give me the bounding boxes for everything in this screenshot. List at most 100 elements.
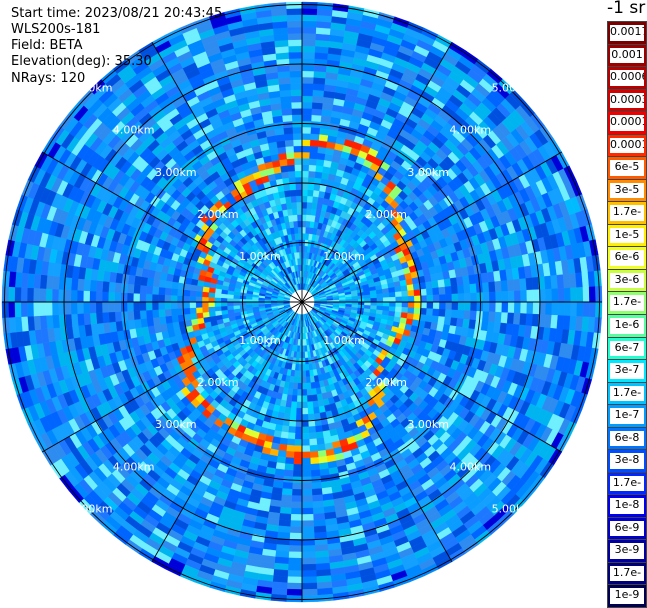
range-gate-cell <box>165 309 172 317</box>
range-gate-cell <box>315 172 322 179</box>
range-gate-cell <box>203 312 210 318</box>
range-gate-cell <box>377 302 383 306</box>
range-gate-cell <box>444 279 451 288</box>
range-gate-cell <box>464 311 471 320</box>
range-gate-cell <box>310 146 318 153</box>
range-gate-cell <box>552 289 559 302</box>
range-gate-cell <box>311 464 320 471</box>
range-gate-cell <box>438 316 445 324</box>
range-gate-cell <box>446 302 452 310</box>
range-gate-cell <box>65 314 72 327</box>
range-gate-cell <box>307 389 312 396</box>
range-gate-cell <box>302 471 311 478</box>
range-gate-cell <box>402 302 408 308</box>
range-gate-cell <box>302 489 312 496</box>
range-gate-cell <box>286 445 294 452</box>
range-gate-cell <box>288 433 296 440</box>
range-gate-cell <box>289 552 302 559</box>
range-gate-cell <box>233 305 240 309</box>
range-gate-cell <box>152 302 158 310</box>
range-gate-cell <box>287 589 302 596</box>
range-gate-cell <box>172 315 179 322</box>
range-gate-cell <box>77 290 84 302</box>
range-gate-cell <box>309 171 316 178</box>
range-gate-cell <box>302 127 311 134</box>
range-gate-cell <box>507 280 514 291</box>
range-gate-cell <box>302 383 307 389</box>
range-gate-cell <box>302 414 308 421</box>
range-gate-cell <box>165 281 172 289</box>
range-gate-cell <box>127 284 134 294</box>
range-gate-cell <box>109 312 116 323</box>
range-gate-cell <box>302 421 309 427</box>
range-gate-cell <box>558 302 565 316</box>
range-gate-cell <box>457 310 464 319</box>
range-gate-cell <box>280 438 288 445</box>
range-gate-cell <box>279 513 291 520</box>
range-gate-cell <box>77 302 84 314</box>
range-gate-cell <box>583 287 590 302</box>
range-gate-cell <box>414 296 421 302</box>
range-gate-cell <box>533 290 540 302</box>
range-gate-cell <box>90 280 97 291</box>
range-gate-cell <box>302 364 306 370</box>
range-gate-cell <box>184 314 191 321</box>
range-gate-cell <box>595 302 602 318</box>
range-gate-cell <box>90 291 97 302</box>
range-gate-cell <box>196 296 202 302</box>
range-gate-cell <box>146 286 153 294</box>
range-gate-cell <box>289 545 302 552</box>
range-gate-cell <box>402 291 409 297</box>
range-gate-cell <box>302 115 312 122</box>
range-gate-cell <box>471 293 478 302</box>
range-gate-cell <box>302 464 311 471</box>
range-gate-cell <box>312 489 323 496</box>
range-gate-cell <box>302 458 311 465</box>
range-gate-cell <box>140 285 147 294</box>
range-gate-cell <box>311 127 321 134</box>
range-gate-cell <box>310 140 319 147</box>
range-gate-cell <box>302 496 313 503</box>
range-gate-cell <box>306 383 311 390</box>
range-gate-cell <box>305 352 308 359</box>
range-gate-cell <box>292 395 298 402</box>
range-gate-cell <box>302 521 314 528</box>
range-gate-cell <box>308 408 314 415</box>
range-gate-cell <box>312 482 322 489</box>
range-gate-cell <box>296 402 302 408</box>
range-gate-cell <box>215 306 222 311</box>
range-gate-cell <box>294 446 302 452</box>
range-gate-cell <box>527 302 534 314</box>
range-gate-cell <box>501 313 508 324</box>
range-gate-cell <box>183 308 190 315</box>
range-gate-cell <box>439 287 446 295</box>
range-gate-cell <box>302 514 313 521</box>
range-gate-cell <box>302 545 315 552</box>
range-gate-cell <box>202 297 208 302</box>
range-gate-cell <box>302 108 312 115</box>
range-gate-cell <box>307 196 313 203</box>
range-gate-cell <box>296 414 302 421</box>
range-gate-cell <box>146 310 153 318</box>
range-gate-cell <box>495 312 502 323</box>
range-gate-cell <box>316 165 324 172</box>
range-gate-cell <box>90 313 97 324</box>
range-gate-cell <box>583 302 590 317</box>
range-gate-cell <box>577 302 584 317</box>
range-gate-cell <box>279 444 288 451</box>
range-gate-cell <box>483 292 490 302</box>
range-gate-cell <box>127 302 134 311</box>
range-gate-cell <box>438 280 445 288</box>
range-gate-cell <box>290 527 302 534</box>
range-gate-cell <box>183 290 190 297</box>
range-gate-cell <box>278 526 290 533</box>
range-gate-cell <box>209 311 216 317</box>
range-gate-cell <box>8 287 15 302</box>
range-gate-cell <box>570 288 577 302</box>
range-gate-cell <box>302 171 309 177</box>
range-gate-cell <box>291 514 302 521</box>
range-gate-cell <box>489 292 496 302</box>
range-gate-cell <box>302 589 317 596</box>
range-gate-cell <box>221 302 227 306</box>
range-gate-cell <box>307 202 313 209</box>
